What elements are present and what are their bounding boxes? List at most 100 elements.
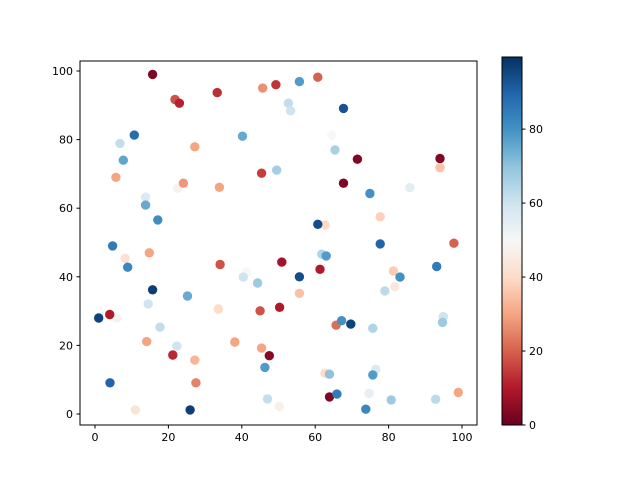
scatter-point — [327, 130, 337, 140]
y-axis-tick-label: 60 — [59, 202, 73, 215]
scatter-point — [315, 264, 325, 274]
scatter-point — [388, 266, 399, 276]
scatter-point — [256, 343, 267, 353]
scatter-point — [155, 322, 165, 332]
scatter-point — [212, 87, 222, 98]
scatter-point — [172, 341, 182, 351]
scatter-point — [111, 172, 121, 182]
scatter-point — [237, 131, 248, 141]
scatter-point — [330, 145, 340, 155]
scatter-point — [324, 392, 335, 402]
colorbar-tick-label: 80 — [529, 123, 543, 136]
colorbar-tick-label: 60 — [529, 197, 543, 210]
scatter-point — [338, 178, 349, 188]
scatter-point — [123, 262, 133, 272]
x-axis-tick-label: 0 — [92, 431, 99, 444]
scatter-point — [140, 200, 151, 210]
scatter-point — [321, 251, 331, 261]
scatter-point — [375, 239, 385, 249]
scatter-point — [112, 313, 122, 323]
scatter-point — [386, 395, 396, 405]
scatter-point — [105, 378, 115, 388]
scatter-point — [144, 248, 154, 258]
scatter-point — [277, 257, 287, 267]
scatter-point — [313, 72, 323, 82]
scatter-point — [430, 394, 441, 404]
scatter-point — [364, 388, 374, 399]
scatter-point — [94, 313, 104, 323]
scatter-point — [129, 130, 139, 140]
scatter-point — [105, 309, 115, 320]
scatter-point — [368, 370, 378, 380]
scatter-point — [274, 401, 284, 412]
scatter-point — [252, 278, 263, 288]
scatter-point — [285, 106, 296, 116]
scatter-point — [271, 80, 281, 90]
colorbar-tick-label: 40 — [529, 271, 543, 284]
colorbar — [501, 56, 523, 426]
scatter-point — [115, 138, 125, 149]
scatter-point — [230, 337, 240, 347]
scatter-point — [294, 288, 305, 298]
scatter-point — [142, 336, 152, 347]
y-axis-tick-label: 100 — [52, 65, 73, 78]
scatter-point — [361, 404, 371, 414]
scatter-point — [368, 323, 378, 333]
scatter-point — [346, 319, 356, 329]
plot-area — [79, 60, 478, 426]
scatter-point — [313, 219, 323, 229]
scatter-point — [215, 259, 225, 270]
scatter-point — [190, 355, 200, 365]
y-axis-tick-label: 0 — [66, 408, 73, 421]
scatter-point — [272, 165, 282, 175]
scatter-point — [260, 362, 270, 373]
scatter-point — [435, 153, 445, 164]
scatter-point — [437, 317, 448, 328]
scatter-point — [432, 261, 442, 272]
scatter-point — [178, 178, 189, 188]
scatter-point — [365, 188, 375, 199]
scatter-point — [338, 103, 349, 114]
scatter-point — [140, 192, 151, 202]
scatter-point — [294, 272, 305, 282]
scatter-point — [213, 304, 223, 314]
y-axis-tick-label: 80 — [59, 134, 73, 147]
scatter-point — [375, 212, 385, 222]
scatter-point — [264, 351, 274, 361]
scatter-point — [336, 316, 347, 326]
scatter-point — [390, 282, 400, 292]
scatter-point — [294, 76, 305, 87]
y-axis-tick-label: 20 — [59, 339, 73, 352]
scatter-point — [190, 142, 200, 152]
scatter-point — [332, 389, 342, 399]
scatter-point — [255, 306, 265, 316]
scatter-point — [453, 387, 463, 398]
scatter-point — [256, 168, 267, 178]
scatter-point — [153, 215, 163, 225]
scatter-point — [274, 302, 285, 312]
scatter-point — [107, 241, 118, 251]
x-axis-tick-label: 20 — [161, 431, 175, 444]
y-axis-tick-label: 40 — [59, 271, 73, 284]
scatter-point — [214, 182, 225, 192]
scatter-point — [120, 253, 130, 263]
scatter-point — [143, 299, 153, 309]
scatter-point — [130, 405, 141, 415]
scatter-point — [395, 272, 405, 282]
x-axis-tick-label: 100 — [452, 431, 473, 444]
scatter-point — [435, 163, 445, 173]
scatter-point — [182, 291, 193, 301]
scatter-point — [320, 220, 330, 230]
x-axis-tick-label: 60 — [308, 431, 322, 444]
scatter-point — [380, 286, 390, 296]
scatter-point — [283, 98, 294, 108]
scatter-point — [118, 155, 128, 165]
colorbar-tick-label: 20 — [529, 345, 543, 358]
scatter-point — [191, 378, 201, 388]
scatter-point — [147, 69, 158, 80]
colorbar-tick-label: 0 — [529, 419, 536, 432]
scatter-point — [174, 98, 185, 108]
scatter-point — [262, 394, 273, 404]
